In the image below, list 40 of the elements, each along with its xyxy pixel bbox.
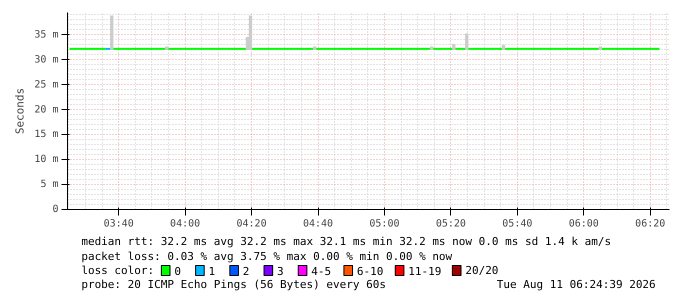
y-tick-label: 20 m (34, 104, 59, 116)
bar (598, 46, 602, 50)
y-tick-label: 15 m (34, 129, 59, 140)
y-tick-label: 10 m (34, 154, 59, 166)
text: Tue Aug 11 06:24:39 2026 (496, 278, 656, 291)
legend-label: 11-19 (408, 265, 442, 278)
bar (313, 46, 316, 50)
text: packet loss: 0.03 % avg 3.75 % max 0.00 % min 0.00 % now (81, 250, 453, 263)
bar (502, 44, 506, 50)
y-tick-label: 5 m (40, 179, 58, 190)
y-tick-label: 25 m (34, 79, 59, 90)
legend-title: loss color: (81, 264, 154, 277)
bar (248, 15, 252, 50)
x-tick-label: 05:40 (502, 218, 532, 230)
bar (452, 44, 456, 50)
y-tick-label: 35 m (34, 29, 59, 40)
x-tick-label: 06:00 (568, 218, 599, 230)
y-axis-title: Seconds (13, 88, 26, 134)
legend-label: 4-5 (311, 265, 332, 278)
x-tick-label: 04:20 (236, 218, 267, 230)
x-tick-label: 03:40 (104, 218, 134, 230)
y-tick-label: 0 (52, 204, 59, 215)
bar (165, 46, 168, 50)
bar (110, 15, 114, 50)
x-tick-label: 05:20 (436, 218, 466, 230)
x-tick-label: 05:00 (369, 218, 400, 230)
legend-label: 1 (208, 265, 216, 278)
y-tick-label: 30 m (34, 54, 59, 66)
text: probe: 20 ICMP Echo Pings (56 Bytes) every 60s (81, 278, 386, 291)
legend-label: 3 (276, 265, 284, 278)
x-tick-label: 06:20 (635, 218, 666, 230)
x-tick-label: 04:40 (302, 218, 334, 230)
legend-label: 2 (242, 265, 250, 278)
x-tick-label: 04:00 (170, 218, 200, 230)
bar (465, 33, 468, 50)
bar (430, 46, 434, 50)
legend-label: 20/20 (465, 264, 498, 277)
legend-label: 6-10 (356, 265, 384, 278)
legend-label: 0 (174, 265, 181, 278)
text: median rtt: 32.2 ms avg 32.2 ms max 32.1 ms min 32.2 ms now 0.0 ms sd 1.4 k am/s (81, 235, 612, 248)
